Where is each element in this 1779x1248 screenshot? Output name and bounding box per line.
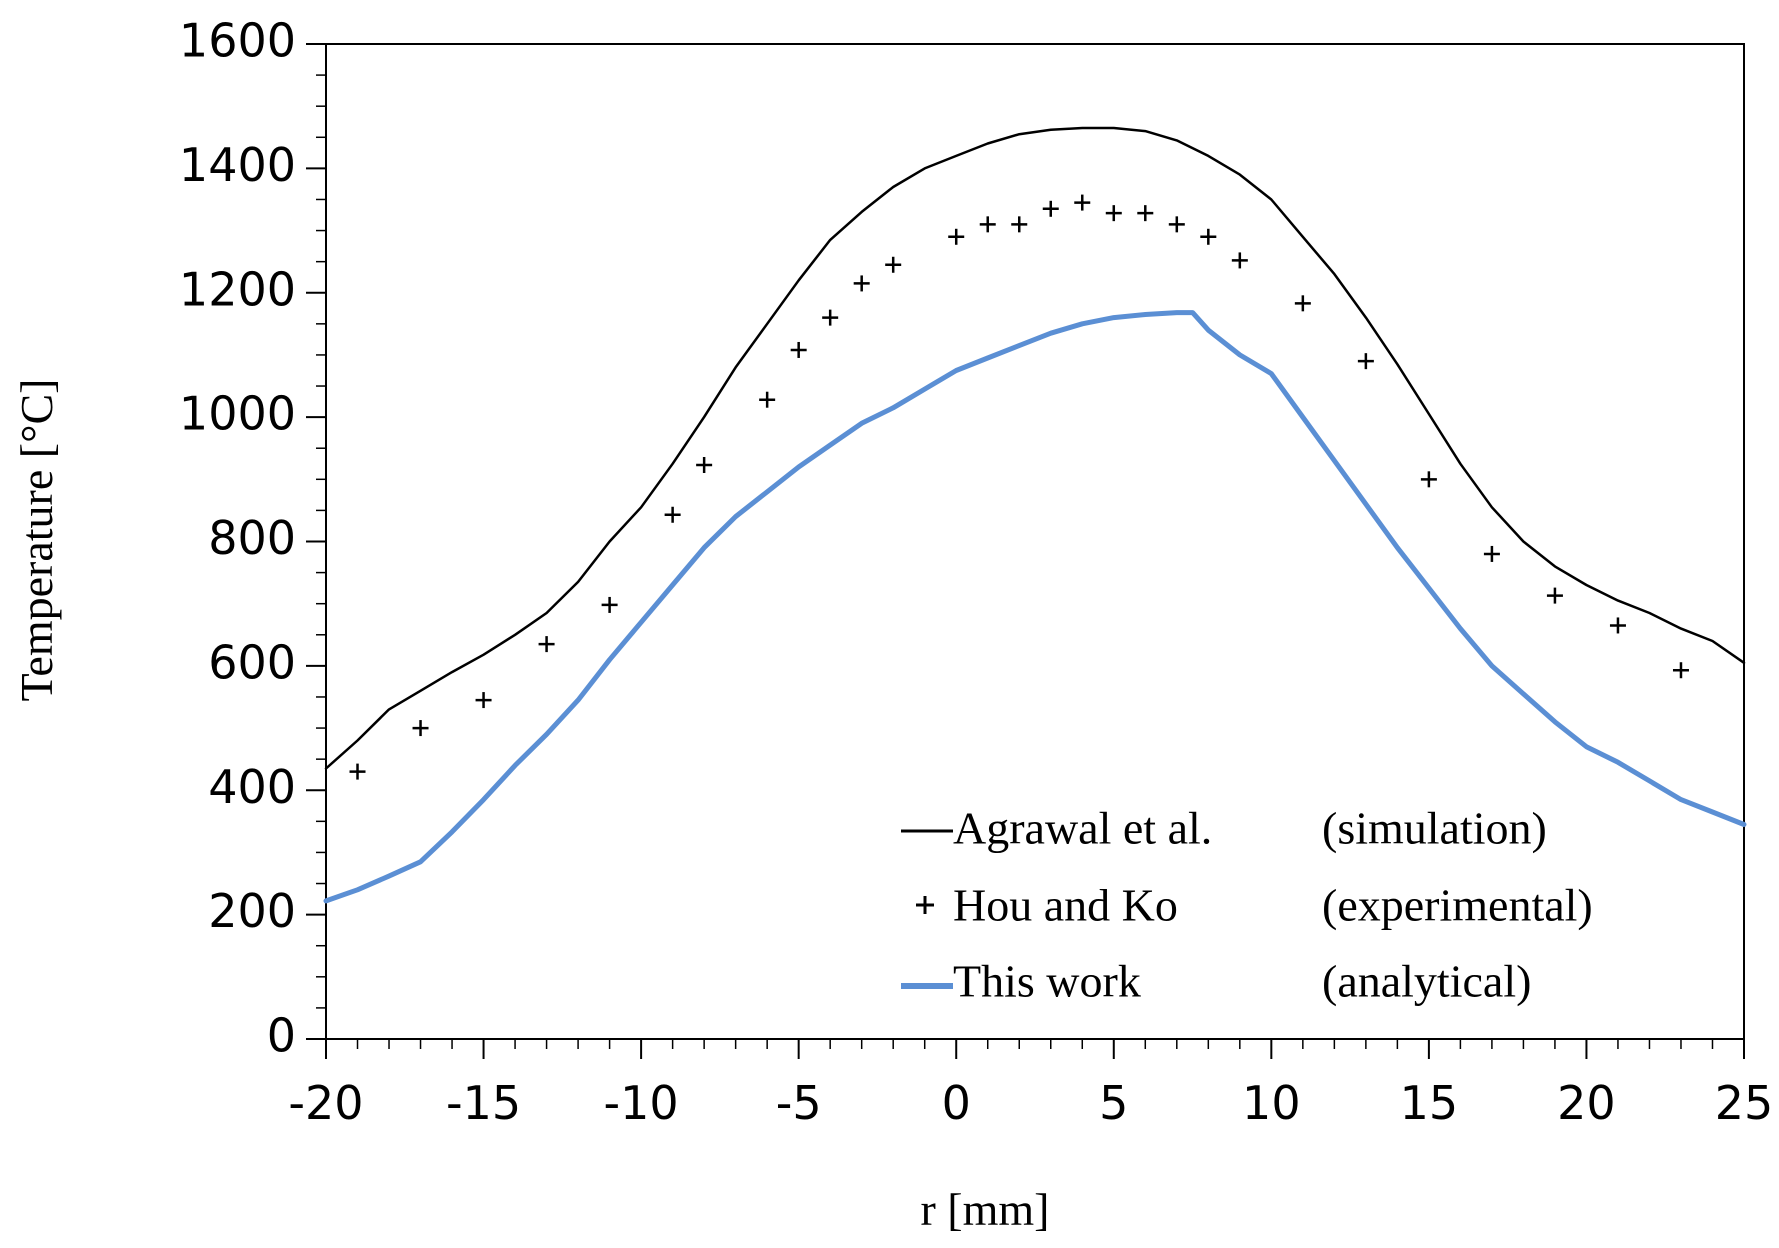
x-tick-label: -20 bbox=[288, 1076, 363, 1130]
data-point-marker bbox=[601, 596, 618, 613]
legend-note-agrawal: (simulation) bbox=[1322, 803, 1547, 854]
series-markers-hou-ko-experimental bbox=[349, 194, 1689, 780]
minor-ticks bbox=[316, 74, 1714, 1049]
data-point-marker bbox=[696, 457, 713, 474]
data-point-marker bbox=[1105, 205, 1122, 222]
x-tick-label: 5 bbox=[1099, 1076, 1128, 1130]
y-tick-labels: 0 200 400 600 800 1000 1200 1400 1600 bbox=[179, 14, 296, 1063]
data-point-marker bbox=[412, 720, 429, 737]
x-tick-label: 0 bbox=[942, 1076, 971, 1130]
x-tick-label: 20 bbox=[1557, 1076, 1616, 1130]
data-point-marker bbox=[1074, 194, 1091, 211]
x-tick-label: -15 bbox=[446, 1076, 521, 1130]
y-tick-label: 1600 bbox=[179, 14, 296, 68]
series-line-this-work-analytical bbox=[323, 310, 1747, 904]
x-tick-label: 25 bbox=[1715, 1076, 1774, 1130]
data-point-marker bbox=[1609, 617, 1626, 634]
data-point-marker bbox=[853, 275, 870, 292]
y-tick-label: 1400 bbox=[179, 138, 296, 192]
y-tick-label: 800 bbox=[208, 511, 296, 565]
data-point-marker bbox=[948, 228, 965, 245]
plot-area bbox=[325, 43, 1745, 1040]
y-tick-label: 200 bbox=[208, 884, 296, 938]
data-point-marker bbox=[1294, 295, 1311, 312]
data-point-marker bbox=[538, 636, 555, 653]
data-point-marker bbox=[1231, 252, 1248, 269]
legend-note-hou: (experimental) bbox=[1322, 880, 1593, 931]
data-point-marker bbox=[1420, 471, 1437, 488]
major-ticks bbox=[306, 43, 1745, 1059]
legend-label-this-work: This work bbox=[953, 956, 1141, 1007]
data-point-marker bbox=[759, 391, 776, 408]
data-point-marker bbox=[1483, 545, 1500, 562]
legend-note-this-work: (analytical) bbox=[1322, 956, 1531, 1007]
data-point-marker bbox=[1200, 228, 1217, 245]
y-tick-label: 400 bbox=[208, 760, 296, 814]
series-layer bbox=[323, 126, 1747, 904]
series-line-agrawal-simulation bbox=[324, 126, 1746, 770]
legend: Agrawal et al. (simulation) Hou and Ko (… bbox=[901, 803, 1593, 1007]
x-tick-label: 10 bbox=[1242, 1076, 1301, 1130]
data-point-marker bbox=[1137, 205, 1154, 222]
data-point-marker bbox=[1042, 200, 1059, 217]
data-point-marker bbox=[979, 216, 996, 233]
legend-label-agrawal: Agrawal et al. bbox=[953, 803, 1212, 854]
y-axis-title: Temperature [°C] bbox=[11, 379, 62, 702]
data-point-marker bbox=[822, 309, 839, 326]
data-point-marker bbox=[1168, 216, 1185, 233]
data-point-marker bbox=[885, 256, 902, 273]
data-point-marker bbox=[790, 341, 807, 358]
legend-label-hou: Hou and Ko bbox=[953, 880, 1178, 931]
data-point-marker bbox=[349, 763, 366, 780]
y-tick-label: 0 bbox=[267, 1009, 296, 1063]
data-point-marker bbox=[1011, 216, 1028, 233]
x-axis-title: r [mm] bbox=[920, 1184, 1049, 1235]
x-tick-label: -10 bbox=[604, 1076, 679, 1130]
data-point-marker bbox=[664, 506, 681, 523]
data-point-marker bbox=[475, 692, 492, 709]
y-tick-label: 1000 bbox=[179, 387, 296, 441]
y-tick-label: 1200 bbox=[179, 262, 296, 316]
data-point-marker bbox=[1546, 587, 1563, 604]
y-tick-label: 600 bbox=[208, 635, 296, 689]
data-point-marker bbox=[1357, 353, 1374, 370]
legend-swatch-hou bbox=[916, 896, 934, 914]
x-tick-label: -5 bbox=[776, 1076, 822, 1130]
data-point-marker bbox=[1672, 662, 1689, 679]
x-tick-label: 15 bbox=[1400, 1076, 1459, 1130]
x-tick-labels: -20 -15 -10 -5 0 5 10 15 20 25 bbox=[288, 1076, 1773, 1130]
